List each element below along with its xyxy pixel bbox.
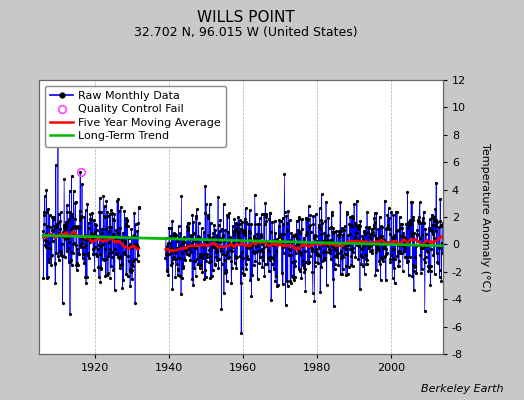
Text: Berkeley Earth: Berkeley Earth [421,384,503,394]
Y-axis label: Temperature Anomaly (°C): Temperature Anomaly (°C) [480,143,490,291]
Legend: Raw Monthly Data, Quality Control Fail, Five Year Moving Average, Long-Term Tren: Raw Monthly Data, Quality Control Fail, … [45,86,226,147]
Text: 32.702 N, 96.015 W (United States): 32.702 N, 96.015 W (United States) [135,26,358,39]
Text: WILLS POINT: WILLS POINT [198,10,295,25]
